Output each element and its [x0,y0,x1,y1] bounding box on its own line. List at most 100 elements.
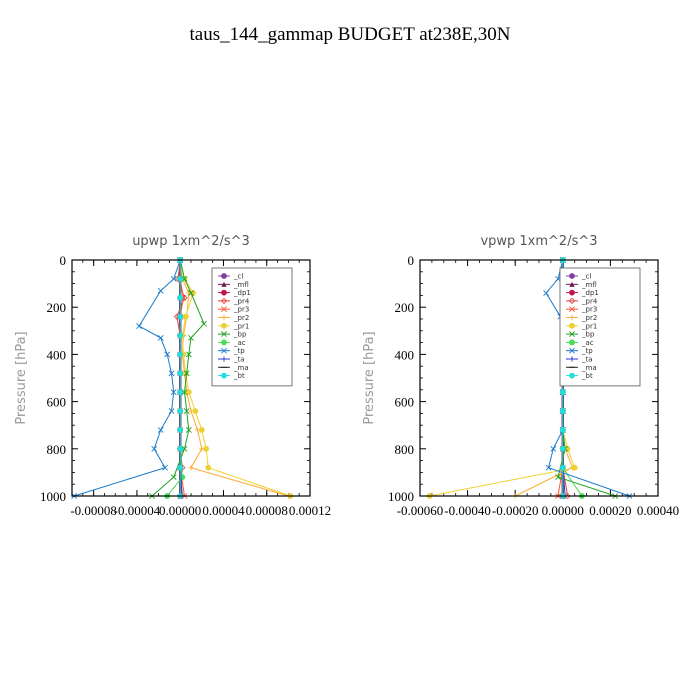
x-tick-label: -0.00008 [70,503,117,518]
data-point [170,389,177,396]
data-point [177,389,184,396]
legend-label: _tp [581,347,593,355]
legend-marker [221,356,227,362]
data-point [564,492,571,500]
panel-title: vpwp 1xm^2/s^3 [480,234,597,249]
x-tick-label: 0.00000 [542,503,584,518]
series-line [151,259,205,497]
data-point [157,334,164,341]
data-point [571,464,578,471]
chart-panel-upwp: upwp 1xm^2/s^3 Pressure [hPa] 0 200 400 600 80… [14,234,331,518]
data-point [177,445,184,452]
plot-frame [419,259,659,497]
data-point [151,445,158,452]
legend-label: _ta [581,356,593,364]
data-point [181,445,188,452]
data-point [185,351,192,358]
series-tp [71,257,184,499]
data-point [177,427,184,433]
legend-label: _bt [233,372,245,380]
data-point [201,320,207,327]
legend-label: _cl [233,273,243,281]
y-tick-label: 200 [47,300,67,315]
legend-marker [569,306,575,313]
y-tick-label: 400 [395,347,415,362]
data-point [181,389,188,396]
data-point [177,275,184,282]
x-tick-label: -0.00060 [397,503,444,518]
data-point [182,313,189,320]
legend-marker [569,331,575,338]
legend-label: _pr4 [581,297,598,305]
legend-label: _bp [233,331,247,339]
legend-label: _ac [581,339,594,347]
data-point [203,445,210,452]
y-tick-label: 800 [395,442,415,457]
y-axis-label: Pressure [hPa] [14,331,29,424]
legend-marker [569,281,575,287]
legend-marker [221,306,227,313]
y-tick-label: 1000 [40,489,66,504]
legend-marker [221,339,227,346]
legend-marker [569,356,575,362]
legend-marker [569,289,575,296]
legend-marker [221,322,227,329]
x-tick-label: -0.00020 [492,503,539,518]
data-point [188,465,194,471]
series-bt [177,257,184,499]
y-tick-label: 200 [395,300,415,315]
data-point [543,290,550,296]
data-point [177,294,184,301]
data-point [157,427,164,433]
legend-marker [569,273,575,279]
legend-marker [221,289,227,296]
series-bp [149,257,207,499]
legend: _cl_mfl_dp1_pr4_pr3_pr2_pr1_bp_ac_tp_ta_… [559,267,641,387]
legend-marker [221,273,227,279]
x-tick-label: -0.00040 [444,503,491,518]
legend-label: _pr3 [581,306,597,314]
legend-marker [568,297,576,305]
legend: _cl_mfl_dp1_pr4_pr3_pr2_pr1_bp_ac_tp_ta_… [211,267,293,387]
legend-label: _pr4 [233,297,250,305]
data-point [559,464,566,471]
legend-label: _mfl [581,281,597,289]
y-tick-label: 800 [47,442,67,457]
data-point [555,474,561,481]
legend-label: _ma [581,364,597,372]
legend-label: _pr1 [581,322,597,330]
y-tick-label: 600 [47,395,67,410]
data-point [185,389,192,396]
legend-marker [569,322,575,329]
data-point [559,408,566,414]
x-tick-label: 0.00040 [637,503,679,518]
data-point [177,351,184,358]
data-point [168,408,175,414]
x-tick-label: 0.00008 [246,503,288,518]
legend-label: _dp1 [233,289,251,297]
data-point [177,332,184,339]
chart-panel-vpwp: vpwp 1xm^2/s^3 Pressure [hPa] 0 200 400 600 80… [362,234,679,518]
legend-label: _ma [233,364,249,372]
data-point [192,408,199,414]
legend-marker [569,339,575,346]
legend-label: _pr3 [233,306,249,314]
plot-frame [71,259,311,497]
data-point [188,290,194,296]
data-point [177,408,184,414]
data-point [559,427,566,433]
data-point [177,313,184,320]
series-line [74,259,181,497]
data-point [545,464,552,471]
data-point [170,474,177,481]
data-point [550,445,557,452]
x-tick-label: 0.00004 [202,503,245,518]
data-point [559,389,566,396]
legend-marker [221,372,227,379]
legend-label: _dp1 [581,289,599,297]
legend-marker [569,314,575,321]
legend-label: _mfl [233,281,249,289]
data-point [181,275,188,282]
legend-label: _tp [233,347,245,355]
